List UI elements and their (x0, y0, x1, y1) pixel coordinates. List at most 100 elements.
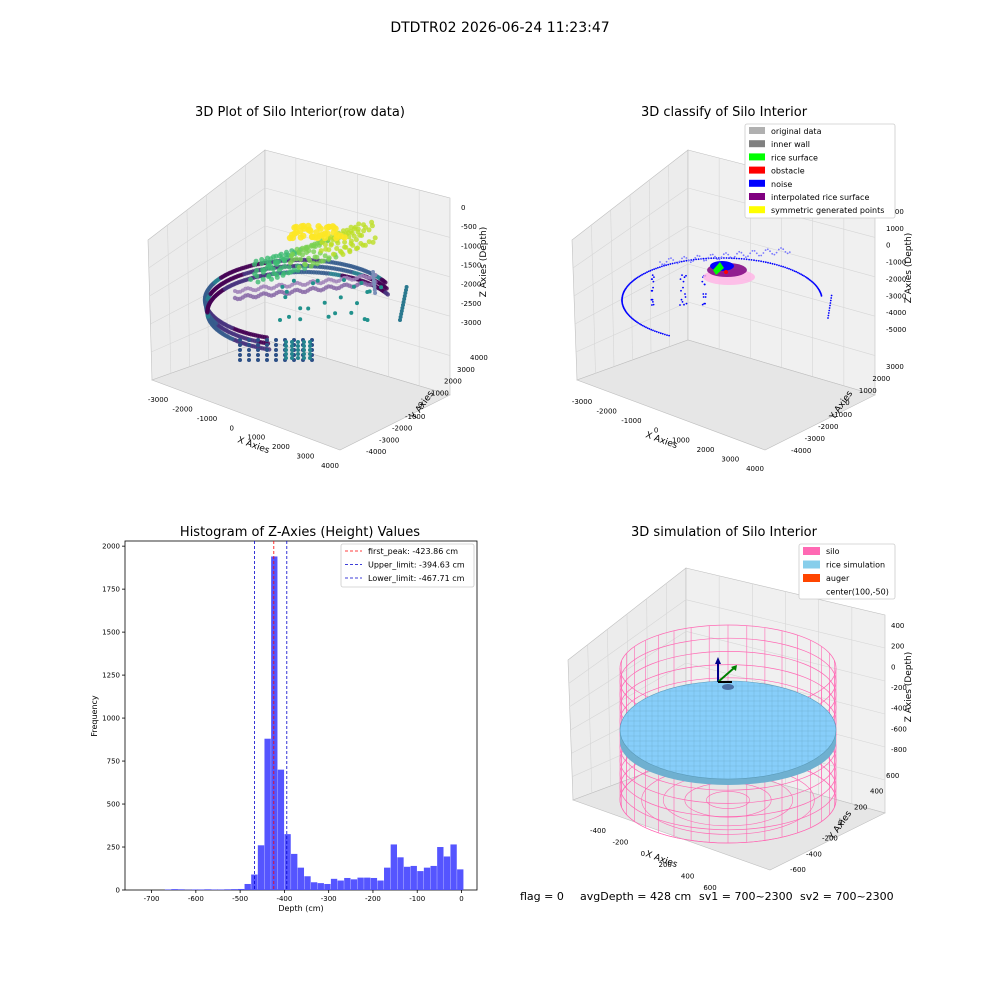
panel-classify: 3D classify of Silo Interior -3000-2000-… (571, 105, 914, 473)
panel-1-x-ticks: -3000 -2000 -1000 0 1000 2000 3000 4000 (148, 396, 339, 470)
noise-point (722, 253, 725, 256)
panel-2-legend: original data inner wall rice surface obsta… (744, 123, 896, 219)
panel-3-plot-area (124, 540, 478, 891)
noise-point (749, 252, 752, 255)
panel-2-x-label: X Axies (644, 430, 679, 451)
legend-swatch (749, 206, 765, 214)
panel-4-y-tick-label: 0 (838, 819, 842, 827)
histogram-bar (430, 865, 437, 890)
noise-point (687, 259, 690, 262)
noise-point (789, 268, 792, 271)
y-tick-label: 1250 (102, 672, 120, 680)
noise-point (771, 262, 774, 265)
center-y-arrowhead (731, 665, 737, 671)
panel-2-z-label: Z Axies (Depth) (904, 233, 914, 304)
raw-data-point (361, 222, 366, 228)
noise-point (689, 261, 692, 264)
panel-4-z-tick-label: -600 (891, 725, 907, 733)
raw-data-point (284, 356, 288, 360)
noise-point (778, 264, 780, 267)
noise-point (793, 270, 796, 272)
grid-line (610, 209, 615, 367)
panel-3-x-ticks: -700 -600 -500 -400 -300 -200 -100 0 (144, 890, 464, 903)
noise-point (782, 248, 785, 251)
raw-data-point (308, 352, 312, 356)
figure-suptitle: DTDTR02 2026-06-24 11:23:47 (390, 20, 609, 36)
noise-point (650, 328, 653, 331)
noise-point (681, 257, 683, 260)
raw-data-point (289, 234, 296, 242)
noise-point (690, 259, 693, 261)
noise-point (655, 267, 657, 270)
noise-point (820, 295, 823, 297)
x-tick-label: 0 (459, 895, 463, 903)
noise-point (769, 262, 772, 265)
noise-point (723, 257, 725, 259)
raw-data-point (311, 281, 315, 286)
noise-point (667, 258, 670, 260)
noise-point (651, 304, 653, 306)
panel-1-y-tick-label: -1000 (405, 413, 425, 421)
histogram-bar (437, 847, 444, 890)
raw-data-point (404, 285, 409, 289)
noise-point (745, 258, 748, 261)
noise-point (828, 309, 831, 312)
raw-data-point (291, 267, 297, 273)
noise-point (650, 298, 653, 301)
raw-data-point (299, 245, 305, 251)
raw-data-point (247, 353, 251, 357)
raw-data-point (276, 267, 282, 273)
noise-point (652, 280, 655, 283)
noise-point (827, 317, 829, 319)
noise-point (647, 270, 650, 273)
panel-2-classified-points (621, 247, 833, 337)
raw-data-point (274, 338, 278, 342)
noise-point (685, 257, 688, 259)
status-sv2: sv2 = 700~2300 (800, 890, 894, 903)
y-tick-label: 1000 (102, 715, 120, 723)
raw-data-point (256, 353, 260, 357)
raw-data-point (284, 352, 288, 356)
y-tick-label: 0 (116, 887, 120, 895)
raw-data-point (306, 306, 311, 311)
panel-4-z-tick-label: 0 (891, 663, 895, 671)
noise-point (707, 256, 710, 259)
noise-point (786, 252, 789, 255)
noise-point (679, 278, 682, 280)
histogram-bar (304, 876, 311, 890)
raw-data-point (308, 344, 312, 348)
noise-point (744, 256, 747, 258)
silo-floor-ring (706, 791, 750, 809)
noise-point (738, 250, 741, 253)
raw-data-point (333, 311, 338, 316)
noise-point (705, 257, 707, 260)
raw-data-point (308, 348, 312, 352)
raw-data-point (296, 340, 300, 344)
noise-point (791, 269, 794, 272)
raw-data-point (259, 257, 265, 262)
status-sv1: sv1 = 700~2300 (699, 890, 793, 903)
histogram-bar (310, 882, 318, 890)
panel-2-y-ticks: -4000 -3000 -2000 -1000 0 1000 2000 3000 (791, 363, 904, 455)
raw-data-point (340, 228, 346, 234)
noise-point (650, 278, 653, 280)
noise-point (661, 263, 664, 266)
raw-data-point (384, 286, 389, 291)
legend-swatch (749, 140, 765, 148)
panel-1-z-tick-label: 0 (461, 204, 465, 212)
raw-data-point (293, 256, 299, 262)
noise-point (668, 334, 670, 337)
auger-hole (722, 684, 734, 690)
status-avg-depth: avgDepth = 428 cm (580, 890, 691, 903)
histogram-bar (284, 834, 291, 890)
raw-data-point (398, 318, 402, 322)
raw-data-point (312, 244, 318, 249)
grid-line (573, 225, 689, 297)
raw-data-point (274, 353, 278, 357)
histogram-bar (450, 844, 457, 890)
noise-point (800, 273, 802, 276)
panel-2-y-tick-label: -4000 (791, 447, 811, 455)
noise-point (633, 319, 636, 322)
histogram-bar (291, 853, 298, 890)
raw-data-point (247, 338, 251, 342)
